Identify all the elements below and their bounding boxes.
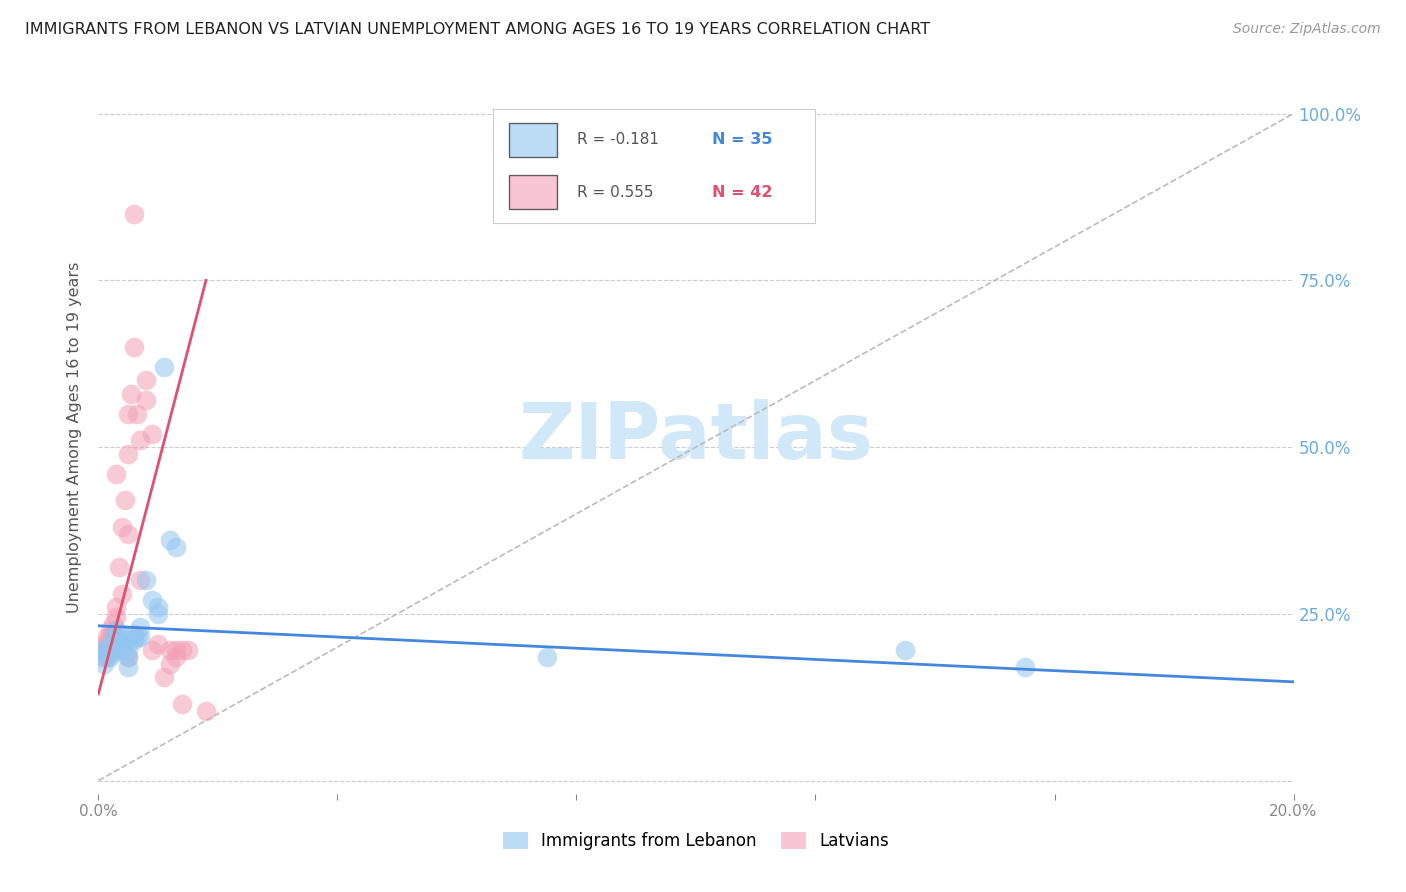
Point xyxy=(93,643,115,657)
Point xyxy=(165,540,187,554)
Point xyxy=(105,610,128,624)
Point xyxy=(536,650,558,665)
Point xyxy=(114,493,136,508)
Point xyxy=(90,650,112,665)
Point xyxy=(172,643,194,657)
Point xyxy=(98,643,122,657)
Point xyxy=(90,643,112,657)
Point xyxy=(111,587,134,601)
Point xyxy=(105,467,128,481)
Point xyxy=(103,616,125,631)
Point xyxy=(96,637,118,651)
Point xyxy=(129,574,152,588)
Point xyxy=(93,650,115,665)
Point xyxy=(159,533,181,548)
Point xyxy=(124,207,146,221)
Point xyxy=(105,643,128,657)
Point xyxy=(120,386,142,401)
Point xyxy=(148,600,170,615)
Point xyxy=(153,359,176,374)
Point xyxy=(93,657,115,671)
Point xyxy=(105,624,128,638)
Point xyxy=(111,627,134,641)
Point xyxy=(124,633,146,648)
Point xyxy=(127,407,149,421)
Point xyxy=(153,670,176,684)
Point xyxy=(117,643,139,657)
Point xyxy=(148,607,170,621)
Point xyxy=(117,650,139,665)
Point xyxy=(98,630,122,644)
Point xyxy=(111,643,134,657)
Text: IMMIGRANTS FROM LEBANON VS LATVIAN UNEMPLOYMENT AMONG AGES 16 TO 19 YEARS CORREL: IMMIGRANTS FROM LEBANON VS LATVIAN UNEMP… xyxy=(25,22,931,37)
Point xyxy=(105,630,128,644)
Point xyxy=(135,574,157,588)
Point xyxy=(90,643,112,657)
Text: Source: ZipAtlas.com: Source: ZipAtlas.com xyxy=(1233,22,1381,37)
Point xyxy=(98,650,122,665)
Point xyxy=(129,630,152,644)
Point xyxy=(117,447,139,461)
Point xyxy=(108,560,131,574)
Point xyxy=(129,620,152,634)
Point xyxy=(141,426,163,441)
Point xyxy=(894,643,917,657)
Point xyxy=(135,393,157,408)
Point xyxy=(111,520,134,534)
Point xyxy=(103,630,125,644)
Point xyxy=(124,340,146,354)
Point xyxy=(127,630,149,644)
Point xyxy=(98,640,122,655)
Y-axis label: Unemployment Among Ages 16 to 19 years: Unemployment Among Ages 16 to 19 years xyxy=(67,261,83,613)
Point xyxy=(117,526,139,541)
Point xyxy=(165,643,187,657)
Point xyxy=(135,373,157,387)
Point xyxy=(117,660,139,674)
Point xyxy=(159,643,181,657)
Point xyxy=(105,600,128,615)
Point xyxy=(124,627,146,641)
Point xyxy=(177,643,200,657)
Point xyxy=(195,704,218,718)
Point xyxy=(117,633,139,648)
Point xyxy=(141,643,163,657)
Point xyxy=(117,407,139,421)
Point xyxy=(98,624,122,638)
Point xyxy=(148,637,170,651)
Point xyxy=(172,697,194,711)
Point xyxy=(117,650,139,665)
Point xyxy=(1014,660,1036,674)
Point xyxy=(108,633,131,648)
Point xyxy=(98,647,122,661)
Text: ZIPatlas: ZIPatlas xyxy=(519,399,873,475)
Point xyxy=(159,657,181,671)
Point xyxy=(103,627,125,641)
Point xyxy=(96,650,118,665)
Point xyxy=(96,643,118,657)
Point xyxy=(93,637,115,651)
Point xyxy=(141,593,163,607)
Point xyxy=(96,630,118,644)
Point xyxy=(111,637,134,651)
Legend: Immigrants from Lebanon, Latvians: Immigrants from Lebanon, Latvians xyxy=(496,825,896,857)
Point xyxy=(129,434,152,448)
Point xyxy=(165,650,187,665)
